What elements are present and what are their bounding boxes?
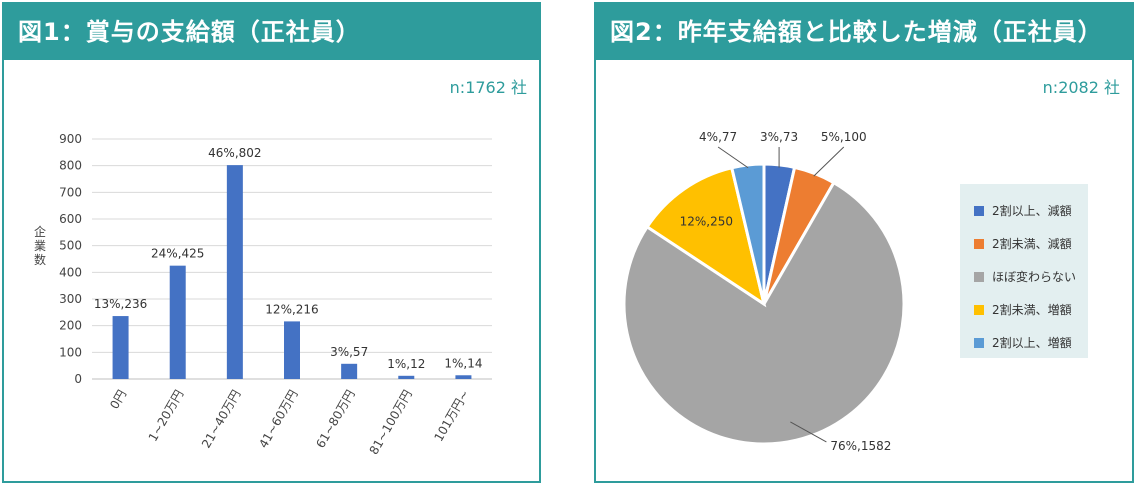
y-axis-label: 企業数 <box>34 224 46 267</box>
bar <box>169 265 186 379</box>
bar <box>341 363 358 379</box>
pie-legend: 2割以上、減額 2割未満、減額 ほぼ変わらない 2割未満、増額 2割以上、増額 <box>960 184 1088 358</box>
panel1-title: 図1：賞与の支給額（正社員） <box>4 4 539 60</box>
panel2-title: 図2：昨年支給額と比較した増減（正社員） <box>596 4 1132 60</box>
pie-data-label: 5%,100 <box>821 130 867 144</box>
x-tick-label: 61~80万円 <box>313 388 357 451</box>
legend-swatch <box>974 304 984 315</box>
bar <box>455 375 472 379</box>
legend-swatch <box>974 271 984 282</box>
y-tick-label: 400 <box>59 265 82 279</box>
legend-label: ほぼ変わらない <box>992 270 1077 284</box>
y-tick-label: 0 <box>74 372 82 386</box>
legend-item: 2割未満、増額 <box>960 293 1088 326</box>
bar-data-label: 13%,236 <box>94 297 147 311</box>
panel2-sample-size: n:2082 社 <box>1042 78 1120 97</box>
x-tick-label: 1~20万円 <box>146 388 187 444</box>
x-tick-label: 81~100万円 <box>367 388 415 458</box>
pie-chart: 3%,73 5%,100 76%,1582 12%,250 4%,77 <box>622 130 906 453</box>
bar-chart: 0 100 200 300 400 500 600 700 800 900 企業数 13%,236 0円… <box>34 132 492 458</box>
legend-item: 2割以上、減額 <box>960 194 1088 227</box>
legend-label: 2割未満、増額 <box>992 303 1072 317</box>
bar-data-label: 1%,12 <box>387 357 425 371</box>
pie-slice <box>622 180 906 446</box>
y-tick-label: 600 <box>59 212 82 226</box>
y-tick-label: 100 <box>59 345 82 359</box>
bar <box>226 165 243 379</box>
bar <box>284 321 300 379</box>
y-tick-label: 900 <box>59 132 82 146</box>
legend-swatch <box>974 238 984 249</box>
x-tick-label: 41~60万円 <box>256 388 300 451</box>
pie-data-label: 76%,1582 <box>830 439 891 453</box>
bar <box>112 316 129 379</box>
legend-label: 2割未満、減額 <box>992 237 1072 251</box>
legend-item: 2割以上、増額 <box>960 326 1088 359</box>
legend-swatch <box>974 337 984 348</box>
bar-data-label: 46%,802 <box>208 146 261 160</box>
y-tick-label: 200 <box>59 319 82 333</box>
legend-label: 2割以上、減額 <box>992 204 1072 218</box>
pie-leader-line <box>790 421 827 443</box>
y-tick-label: 700 <box>59 185 82 199</box>
pie-data-label: 4%,77 <box>699 130 737 144</box>
pie-leader-line <box>813 146 845 177</box>
pie-slice <box>729 162 766 305</box>
pie-leader-line <box>717 146 749 169</box>
bar-data-label: 1%,14 <box>444 356 482 370</box>
legend-item: ほぼ変わらない <box>960 260 1088 293</box>
x-tick-label: 0円 <box>107 388 129 412</box>
x-tick-label: 101万円~ <box>431 388 472 444</box>
y-tick-label: 500 <box>59 239 82 253</box>
bar <box>398 375 415 379</box>
x-tick-label: 21~40万円 <box>199 388 243 451</box>
pie-data-label: 3%,73 <box>760 130 798 144</box>
y-tick-label: 800 <box>59 159 82 173</box>
change-vs-last-year-panel: 図2：昨年支給額と比較した増減（正社員） n:2082 社 3%,73 5%,10… <box>594 2 1134 483</box>
pie-data-label: 12%,250 <box>680 214 733 228</box>
bar-data-label: 3%,57 <box>330 345 368 359</box>
bonus-amount-panel: 図1：賞与の支給額（正社員） n:1762 社 0 100 200 300 400 500… <box>2 2 541 483</box>
legend-swatch <box>974 205 984 216</box>
legend-item: 2割未満、減額 <box>960 227 1088 260</box>
panel1-sample-size: n:1762 社 <box>449 78 527 97</box>
bar-data-label: 24%,425 <box>151 247 204 261</box>
y-tick-label: 300 <box>59 292 82 306</box>
legend-label: 2割以上、増額 <box>992 336 1072 350</box>
pie-slice <box>645 165 767 308</box>
bar-data-label: 12%,216 <box>265 302 318 316</box>
